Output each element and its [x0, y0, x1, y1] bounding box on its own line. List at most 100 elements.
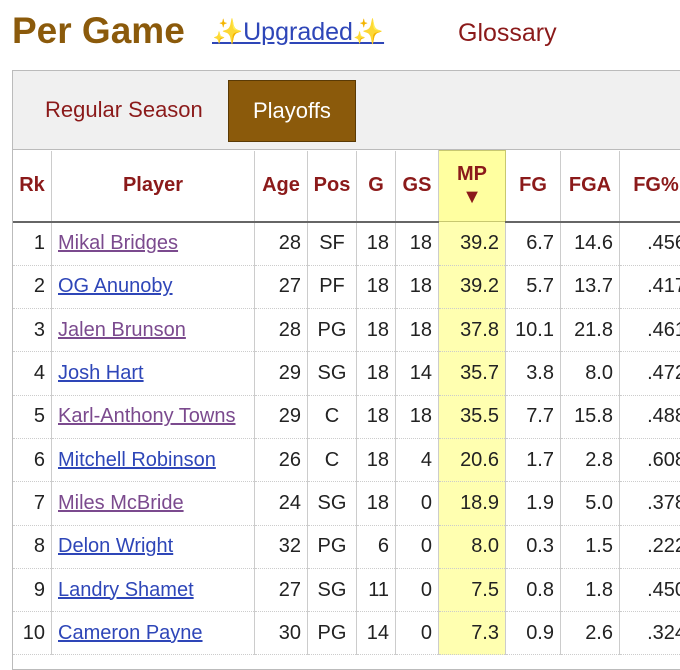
glossary-link[interactable]: Glossary — [458, 19, 557, 48]
page: Per Game ✨Upgraded✨ Glossary Regular Sea… — [0, 0, 680, 649]
player-link[interactable]: Miles McBride — [58, 492, 184, 514]
cell: .417 — [620, 265, 680, 308]
cell: 26 — [255, 438, 308, 481]
player-link[interactable]: Mikal Bridges — [58, 232, 178, 254]
cell: PF — [308, 265, 357, 308]
cell: Cameron Payne — [52, 612, 255, 655]
tab[interactable]: Playoffs — [228, 80, 356, 142]
player-link[interactable]: Josh Hart — [58, 362, 144, 384]
column-header[interactable]: G — [357, 151, 396, 222]
tab[interactable]: Regular Season — [21, 80, 227, 140]
column-header[interactable]: Rk — [13, 151, 52, 222]
column-header[interactable]: FG% — [620, 151, 680, 222]
cell: Jalen Brunson — [52, 309, 255, 352]
column-header[interactable]: GS — [396, 151, 439, 222]
cell: 30 — [255, 612, 308, 655]
cell: 0 — [396, 568, 439, 611]
cell: SG — [308, 568, 357, 611]
upgraded-link[interactable]: ✨Upgraded✨ — [212, 18, 384, 47]
cell: 18 — [357, 309, 396, 352]
cell: PG — [308, 612, 357, 655]
cell: 7 — [13, 482, 52, 525]
cell: 7.5 — [439, 568, 506, 611]
cell: 32 — [255, 525, 308, 568]
cell: .378 — [620, 482, 680, 525]
player-link[interactable]: Mitchell Robinson — [58, 449, 216, 471]
cell: 20.6 — [439, 438, 506, 481]
cell: 1.8 — [561, 568, 620, 611]
cell: 18 — [396, 395, 439, 438]
player-link[interactable]: Jalen Brunson — [58, 319, 186, 341]
cell: 29 — [255, 395, 308, 438]
cell: 0 — [396, 525, 439, 568]
cell: Landry Shamet — [52, 568, 255, 611]
cell: 39.2 — [439, 222, 506, 266]
cell: 5.0 — [561, 482, 620, 525]
player-link[interactable]: Landry Shamet — [58, 579, 194, 601]
cell: 14.6 — [561, 222, 620, 266]
cell: 28 — [255, 309, 308, 352]
cell: 14 — [396, 352, 439, 395]
page-title: Per Game — [12, 10, 185, 52]
cell: .324 — [620, 612, 680, 655]
column-header[interactable]: FG — [506, 151, 561, 222]
cell: SG — [308, 482, 357, 525]
cell: 1.5 — [561, 525, 620, 568]
cell: 21.8 — [561, 309, 620, 352]
cell: 0.8 — [506, 568, 561, 611]
cell: 1 — [13, 222, 52, 266]
cell: 1.9 — [506, 482, 561, 525]
cell: 7.3 — [439, 612, 506, 655]
cell: 27 — [255, 568, 308, 611]
cell: 4 — [396, 438, 439, 481]
column-header[interactable]: MP▼ — [439, 151, 506, 222]
cell: 28 — [255, 222, 308, 266]
column-header[interactable]: Player — [52, 151, 255, 222]
cell: 29 — [255, 352, 308, 395]
cell: 18 — [396, 309, 439, 352]
cell: Delon Wright — [52, 525, 255, 568]
cell: Miles McBride — [52, 482, 255, 525]
cell: .222 — [620, 525, 680, 568]
cell: 18.9 — [439, 482, 506, 525]
cell: 8 — [13, 525, 52, 568]
player-link[interactable]: Karl-Anthony Towns — [58, 405, 236, 427]
cell: 18 — [357, 438, 396, 481]
cell: Mikal Bridges — [52, 222, 255, 266]
player-link[interactable]: Delon Wright — [58, 535, 173, 557]
cell: Josh Hart — [52, 352, 255, 395]
cell: 9 — [13, 568, 52, 611]
cell: 7.7 — [506, 395, 561, 438]
cell: 13.7 — [561, 265, 620, 308]
cell: 35.5 — [439, 395, 506, 438]
cell: 0.9 — [506, 612, 561, 655]
cell: .608 — [620, 438, 680, 481]
player-link[interactable]: Cameron Payne — [58, 622, 203, 644]
cell: .450 — [620, 568, 680, 611]
cell: 15.8 — [561, 395, 620, 438]
column-header[interactable]: FGA — [561, 151, 620, 222]
cell: OG Anunoby — [52, 265, 255, 308]
cell: 3.8 — [506, 352, 561, 395]
cell: 35.7 — [439, 352, 506, 395]
cell: Karl-Anthony Towns — [52, 395, 255, 438]
cell: 0 — [396, 482, 439, 525]
cell: .456 — [620, 222, 680, 266]
column-header[interactable]: Pos — [308, 151, 357, 222]
cell: C — [308, 438, 357, 481]
cell: 0.3 — [506, 525, 561, 568]
player-link[interactable]: OG Anunoby — [58, 275, 173, 297]
cell: 18 — [357, 395, 396, 438]
column-header[interactable]: Age — [255, 151, 308, 222]
cell: 2.8 — [561, 438, 620, 481]
cell: 18 — [357, 482, 396, 525]
